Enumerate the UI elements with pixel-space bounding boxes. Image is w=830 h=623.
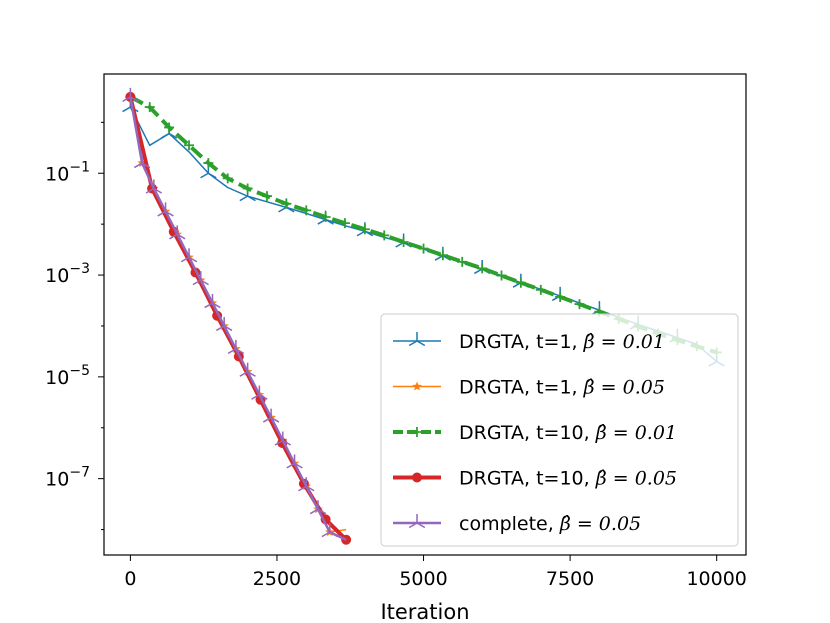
series-3-point <box>515 277 526 288</box>
legend: DRGTA, t=1, β̂ = 0.01 DRGTA, t=1, β̂ = 0.… <box>380 313 739 547</box>
series-5-point <box>274 431 292 446</box>
series-5 <box>122 87 347 541</box>
x-tick-label: 10000 <box>686 568 746 590</box>
legend-marker <box>408 332 426 347</box>
series-5-point <box>251 385 268 400</box>
x-axis-label: Iteration <box>380 600 469 623</box>
series-3-point <box>301 205 312 216</box>
legend-box <box>380 313 739 547</box>
legend-marker <box>408 514 426 529</box>
series-3-point <box>496 270 507 281</box>
series-3-point <box>398 236 409 247</box>
series-3-point <box>320 212 331 223</box>
legend-marker <box>412 472 422 483</box>
series-3-point <box>457 256 468 267</box>
series-3-point <box>184 140 195 151</box>
y-tick-label: 10−5 <box>45 363 90 389</box>
x-tick-label: 7500 <box>546 568 594 590</box>
x-tick-label: 0 <box>124 568 136 590</box>
legend-label: DRGTA, t=10, β̂ = 0.01 <box>459 422 677 444</box>
series-5-point <box>239 362 256 377</box>
plot-frame <box>103 73 747 556</box>
x-axis: 0 2500 5000 7500 10000 <box>124 555 747 590</box>
series-5-point <box>215 316 233 332</box>
series-5-point <box>309 500 327 515</box>
series-3-point <box>164 122 175 133</box>
series-3-point <box>437 250 448 261</box>
series-5-point <box>321 523 338 538</box>
legend-label: complete, β̂ = 0.05 <box>459 513 641 535</box>
y-tick-label: 10−3 <box>45 261 90 287</box>
legend-marker <box>412 427 422 437</box>
series-3-point <box>555 291 566 302</box>
series-3-point <box>261 191 272 202</box>
series-5-point <box>157 202 174 217</box>
series-3-point <box>574 299 585 310</box>
series-5-point <box>122 87 139 103</box>
series-5-point <box>262 408 280 423</box>
series-3-point <box>477 263 488 274</box>
series-4-point <box>341 534 352 545</box>
series-3-point <box>281 198 292 209</box>
series-5-point <box>180 248 198 263</box>
series-3-point <box>144 102 155 113</box>
y-tick-label: 10−7 <box>45 465 90 491</box>
series-3-point <box>418 243 429 254</box>
series-3-point <box>222 173 233 184</box>
x-tick-label: 2500 <box>253 568 301 590</box>
legend-label: DRGTA, t=10, β̂ = 0.05 <box>459 468 677 490</box>
series-3-point <box>535 284 546 295</box>
legend-entry-3: DRGTA, t=10, β̂ = 0.01 <box>393 422 677 444</box>
series-3-point <box>339 218 350 229</box>
y-axis: 10−1 10−3 10−5 10−7 <box>45 121 104 531</box>
series-3-point <box>242 183 253 194</box>
legend-label: DRGTA, t=1, β̂ = 0.01 <box>459 331 665 353</box>
series-5-point <box>145 179 163 194</box>
legend-entry-5: complete, β̂ = 0.05 <box>393 513 641 535</box>
series-5-point <box>298 477 315 492</box>
series-5-point <box>286 454 303 469</box>
y-tick-label: 10−1 <box>45 159 90 185</box>
x-tick-label: 5000 <box>399 568 447 590</box>
legend-entry-2: DRGTA, t=1, β̂ = 0.05 <box>393 377 665 399</box>
series-5-point <box>169 225 186 240</box>
legend-label: DRGTA, t=1, β̂ = 0.05 <box>459 377 665 399</box>
legend-entry-4: DRGTA, t=10, β̂ = 0.05 <box>393 468 677 490</box>
series-5-point <box>204 294 221 309</box>
series-5-point <box>133 154 151 169</box>
legend-marker <box>412 381 422 391</box>
legend-entry-1: DRGTA, t=1, β̂ = 0.01 <box>393 331 665 353</box>
series-3-point <box>379 230 390 241</box>
series-3-point <box>359 224 370 235</box>
series-5-point <box>192 271 209 286</box>
series-5-point <box>227 339 245 355</box>
series-3-point <box>203 158 214 169</box>
